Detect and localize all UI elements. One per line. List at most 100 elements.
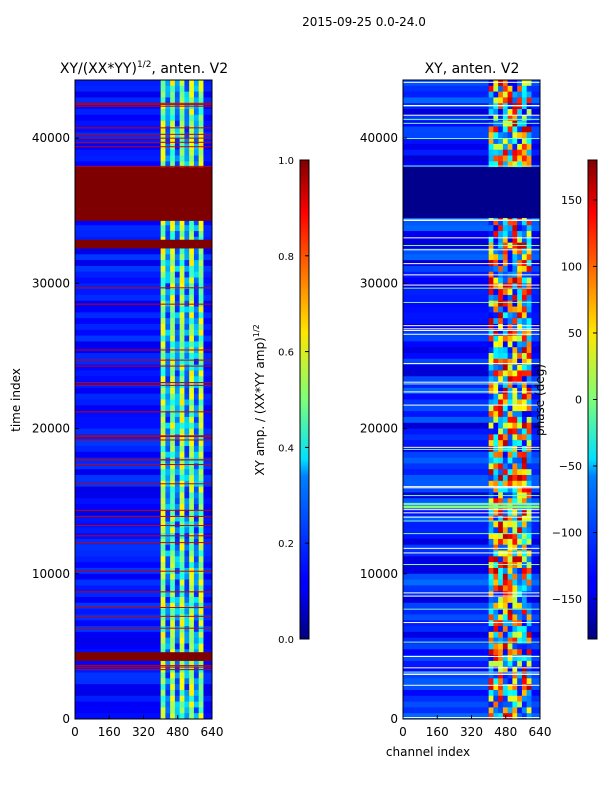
amplitude-saturated-band bbox=[75, 239, 212, 249]
phase-heatmap-cell bbox=[488, 579, 494, 586]
phase-heatmap-row bbox=[403, 475, 489, 482]
amplitude-heatmap-cell bbox=[193, 678, 199, 685]
amplitude-heatmap-cell bbox=[170, 562, 176, 569]
amplitude-heatmap-cell bbox=[179, 440, 185, 447]
amplitude-heatmap-row-tail bbox=[203, 614, 212, 621]
amplitude-heatmap-cell bbox=[160, 626, 166, 633]
amplitude-heatmap-cell bbox=[193, 289, 199, 296]
amplitude-heatmap-cell bbox=[193, 643, 199, 650]
amplitude-heatmap-cell bbox=[189, 341, 195, 348]
amplitude-heatmap-cell bbox=[189, 608, 195, 615]
amplitude-heatmap-row-tail bbox=[203, 637, 212, 644]
phase-heatmap-cell bbox=[521, 132, 527, 139]
phase-heatmap-row bbox=[403, 341, 489, 348]
phase-heatmap-row bbox=[403, 393, 489, 400]
phase-heatmap-row-tail bbox=[531, 353, 540, 360]
amplitude-heatmap-cell bbox=[193, 318, 199, 325]
phase-heatmap-cell bbox=[493, 382, 499, 389]
amplitude-heatmap-cell bbox=[170, 91, 176, 98]
amplitude-heatmap-cell bbox=[174, 138, 180, 145]
phase-heatmap-cell bbox=[502, 80, 508, 87]
phase-heatmap-cell bbox=[507, 597, 513, 604]
phase-heatmap-row-tail bbox=[531, 219, 540, 226]
phase-heatmap-cell bbox=[512, 85, 518, 92]
phase-heatmap-cell bbox=[521, 312, 527, 319]
amplitude-heatmap-cell bbox=[160, 329, 166, 336]
phase-heatmap-cell bbox=[498, 655, 504, 662]
amplitude-heatmap-row-tail bbox=[203, 265, 212, 272]
phase-heatmap-cell bbox=[502, 149, 508, 156]
amplitude-heatmap-cell bbox=[179, 469, 185, 476]
phase-heatmap-cell bbox=[493, 387, 499, 394]
phase-heatmap-cell bbox=[502, 143, 508, 151]
amplitude-heatmap-cell bbox=[193, 149, 199, 156]
amplitude-heatmap-cell bbox=[179, 631, 185, 638]
phase-heatmap-cell bbox=[526, 591, 532, 598]
amplitude-heatmap-cell bbox=[160, 672, 166, 679]
phase-heatmap-cell bbox=[526, 515, 532, 522]
amplitude-heatmap-cell bbox=[184, 120, 190, 127]
amplitude-heatmap-row bbox=[75, 678, 161, 685]
amplitude-heatmap-cell bbox=[165, 85, 171, 92]
phase-heatmap-cell bbox=[488, 527, 494, 534]
phase-heatmap-cell bbox=[521, 486, 527, 493]
amplitude-heatmap-cell bbox=[193, 504, 199, 511]
amplitude-heatmap-cell bbox=[189, 678, 195, 685]
amplitude-heatmap-cell bbox=[170, 138, 176, 145]
amplitude-heatmap-cell bbox=[170, 701, 176, 708]
amplitude-heatmap-row bbox=[75, 550, 161, 557]
phase-heatmap-cell bbox=[517, 219, 523, 226]
amplitude-heatmap-cell bbox=[198, 689, 204, 697]
phase-heatmap-cell bbox=[493, 521, 499, 528]
phase-heatmap-cell bbox=[526, 463, 532, 470]
amplitude-heatmap-cell bbox=[198, 428, 204, 435]
phase-heatmap-cell bbox=[512, 620, 518, 627]
amplitude-heatmap-cell bbox=[193, 80, 199, 87]
phase-heatmap-row bbox=[403, 498, 489, 505]
amplitude-heatmap-cell bbox=[170, 707, 176, 714]
phase-heatmap-cell bbox=[526, 91, 532, 98]
amplitude-heatmap-cell bbox=[184, 138, 190, 145]
phase-x-axis: 0 160 320 480 640 bbox=[399, 715, 551, 739]
phase-heatmap-cell bbox=[526, 713, 532, 720]
phase-heatmap-row bbox=[403, 364, 489, 371]
phase-heatmap-cell bbox=[526, 655, 532, 662]
phase-heatmap-cell bbox=[498, 707, 504, 714]
amplitude-heatmap-line bbox=[75, 303, 212, 305]
phase-x-tick-label: 160 bbox=[426, 725, 449, 739]
phase-x-tick-label: 640 bbox=[529, 725, 552, 739]
phase-heatmap-cell bbox=[502, 347, 508, 354]
phase-heatmap-cell bbox=[498, 486, 504, 493]
phase-heatmap-cell bbox=[488, 556, 494, 563]
phase-heatmap-cell bbox=[493, 114, 499, 121]
amplitude-heatmap-cell bbox=[198, 457, 204, 464]
amplitude-heatmap-cell bbox=[160, 254, 166, 261]
phase-heatmap-cell bbox=[517, 399, 523, 406]
phase-heatmap-line bbox=[403, 81, 540, 83]
phase-heatmap-cell bbox=[493, 335, 499, 342]
phase-heatmap-cell bbox=[517, 294, 523, 302]
amplitude-heatmap-cell bbox=[189, 614, 195, 621]
amplitude-heatmap-cell bbox=[170, 631, 176, 638]
phase-heatmap-cell bbox=[526, 550, 532, 557]
amplitude-heatmap-row-tail bbox=[203, 85, 212, 92]
amplitude-heatmap-cell bbox=[189, 486, 195, 493]
phase-heatmap-cell bbox=[517, 260, 523, 267]
amplitude-heatmap-cell bbox=[193, 335, 199, 342]
phase-heatmap-cell bbox=[512, 138, 518, 145]
phase-heatmap-row-tail bbox=[531, 283, 540, 290]
phase-heatmap-row bbox=[403, 422, 489, 429]
phase-heatmap-cell bbox=[512, 393, 518, 400]
amplitude-heatmap-cell bbox=[189, 97, 195, 104]
phase-heatmap-cell bbox=[493, 655, 499, 662]
amplitude-heatmap-cell bbox=[160, 434, 166, 441]
phase-heatmap-line bbox=[403, 219, 540, 221]
amplitude-heatmap-cell bbox=[193, 597, 199, 604]
amplitude-heatmap-cell bbox=[189, 399, 195, 406]
amplitude-heatmap-cell bbox=[189, 376, 195, 383]
phase-heatmap-cell bbox=[507, 85, 513, 92]
amplitude-heatmap-row-tail bbox=[203, 597, 212, 604]
amplitude-heatmap-row bbox=[75, 440, 161, 447]
